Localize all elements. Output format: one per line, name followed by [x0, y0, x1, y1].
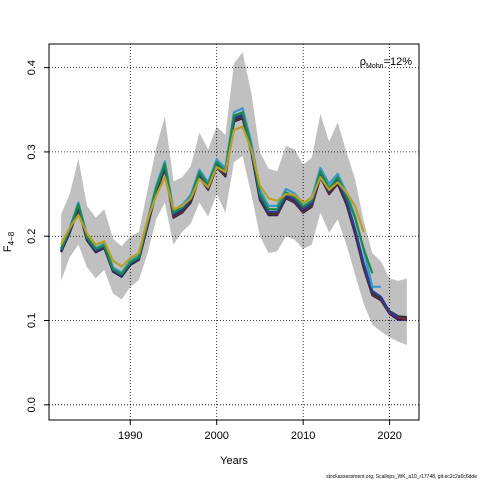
x-axis-title: Years: [220, 455, 248, 467]
x-tick-label-2020: 2020: [377, 430, 401, 442]
series-layer: [60, 106, 408, 321]
y-axis-title-main: F: [2, 245, 14, 252]
y-tick-label-1: 0.1: [26, 313, 38, 328]
footer-source: stockassessment.org, Scallops_WK_a10_r17…: [326, 474, 477, 480]
y-axis-title-subscript: 4−8: [7, 231, 16, 245]
axis-layer: 1990 2000 2010 2020 0.0 0.1 0.2 0.3 0.4: [26, 60, 402, 442]
y-tick-label-4: 0.4: [26, 60, 38, 75]
y-tick-label-0: 0.0: [26, 397, 38, 412]
confidence-band-layer: [61, 52, 407, 346]
y-tick-label-3: 0.3: [26, 144, 38, 159]
plot-frame: [48, 43, 420, 421]
rho-symbol: ρ: [360, 56, 366, 68]
mohn-rho-annotation: ρMohn=12%: [360, 56, 412, 70]
x-tick-label-2010: 2010: [291, 430, 315, 442]
series-line-5: [60, 111, 374, 276]
series-line-4: [60, 106, 381, 288]
y-tick-label-2: 0.2: [26, 229, 38, 244]
series-line-6: [60, 125, 365, 268]
confidence-band: [61, 52, 407, 346]
x-tick-label-2000: 2000: [204, 430, 228, 442]
y-axis-title: F4−8: [2, 231, 16, 252]
rho-subscript: Mohn: [366, 63, 384, 70]
rho-value: =12%: [384, 56, 413, 68]
x-tick-label-1990: 1990: [118, 430, 142, 442]
